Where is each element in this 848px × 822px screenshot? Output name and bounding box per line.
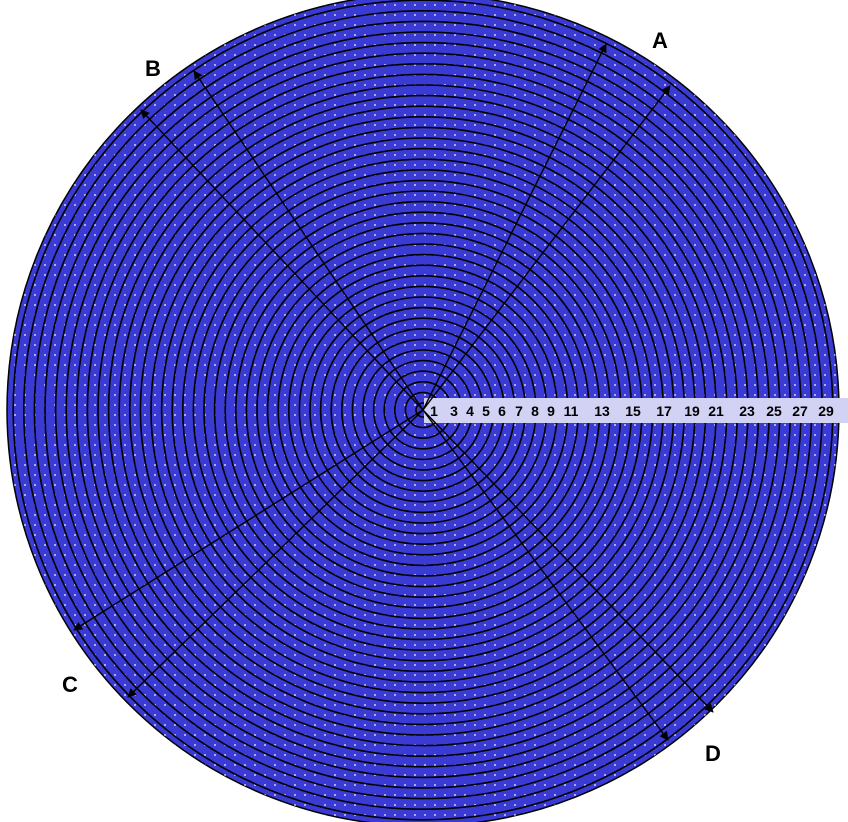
arrow-label-d: D (705, 741, 721, 766)
ring-number-label: 6 (498, 403, 506, 419)
arrow-label-c: C (62, 672, 78, 697)
ring-number-label: 23 (739, 403, 755, 419)
ring-number-label: 5 (482, 403, 490, 419)
ring-number-label: 15 (625, 403, 641, 419)
ring-number-label: 1 (430, 403, 438, 419)
radial-arrow-a2 (422, 85, 671, 411)
ring-number-label: 3 (450, 403, 458, 419)
ring-number-label: 11 (564, 403, 579, 419)
ring-number-label: 13 (594, 403, 610, 419)
arrow-label-a: A (652, 28, 668, 53)
ring-number-label: 9 (547, 403, 555, 419)
ring-number-label: 29 (818, 403, 834, 419)
ring-number-labels: 1 3 4 5 6 7 8 9 11 13 15 17 19 21 23 25 27 29 (430, 403, 834, 419)
arrow-label-b: B (145, 56, 161, 81)
ring-number-label: 19 (684, 403, 700, 419)
radial-arrow-c2 (127, 409, 424, 698)
radial-arrow-d2 (422, 409, 669, 741)
ring-number-label: 4 (466, 403, 474, 419)
radial-arrow-b1 (193, 70, 424, 411)
ring-number-label: 27 (792, 403, 808, 419)
radial-arrow-d1 (422, 409, 714, 713)
ring-number-label: 7 (515, 403, 523, 419)
ring-number-label: 8 (531, 403, 539, 419)
ring-number-label: 21 (708, 403, 724, 419)
radial-arrow-c1 (73, 409, 424, 631)
radial-arrow-b2 (140, 109, 424, 411)
ring-label-strip (424, 398, 848, 423)
ring-number-label: 17 (656, 403, 672, 419)
ring-number-label: 25 (766, 403, 782, 419)
radial-arrow-a1 (422, 43, 607, 411)
radial-arrows (73, 43, 714, 741)
